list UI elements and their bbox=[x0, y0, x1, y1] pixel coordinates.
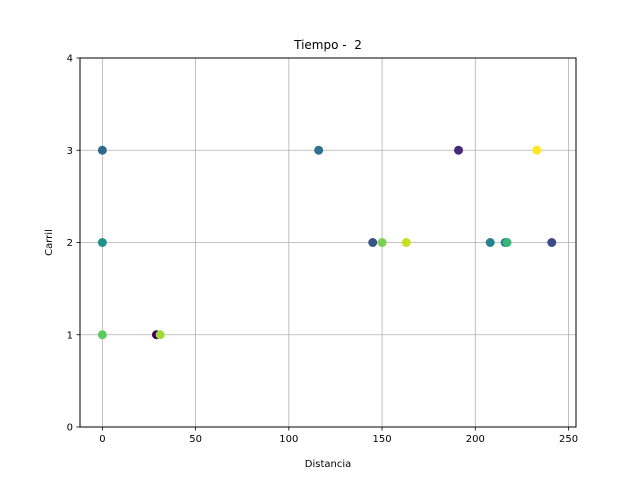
x-axis-label: Distancia bbox=[305, 459, 351, 470]
data-point bbox=[454, 145, 464, 155]
data-point bbox=[502, 238, 512, 247]
data-point bbox=[547, 238, 557, 247]
x-tick-label: 200 bbox=[466, 434, 485, 445]
x-tick-label: 250 bbox=[559, 434, 578, 445]
y-tick-label: 3 bbox=[67, 146, 73, 157]
chart-title: Tiempo - 2 bbox=[293, 38, 362, 52]
x-tick-label: 100 bbox=[279, 434, 298, 445]
data-point bbox=[314, 145, 324, 155]
data-point bbox=[97, 238, 107, 247]
data-point bbox=[377, 238, 387, 247]
y-tick-label: 2 bbox=[67, 238, 73, 249]
x-tick-label: 0 bbox=[99, 434, 105, 445]
data-point bbox=[485, 238, 495, 247]
y-tick-label: 0 bbox=[67, 423, 73, 434]
y-tick-label: 1 bbox=[67, 330, 73, 341]
axis-ticks: 0 50 100 150 200 250 0 1 2 3 4 bbox=[67, 54, 578, 446]
data-point bbox=[532, 145, 542, 155]
y-tick-label: 4 bbox=[67, 54, 73, 65]
data-points bbox=[97, 145, 557, 340]
x-tick-label: 50 bbox=[189, 434, 202, 445]
y-axis-label: Carril bbox=[44, 229, 55, 256]
data-point bbox=[401, 238, 411, 247]
data-point bbox=[97, 330, 107, 340]
data-point bbox=[368, 238, 378, 247]
data-point bbox=[155, 330, 165, 340]
x-tick-label: 150 bbox=[373, 434, 392, 445]
data-point bbox=[97, 145, 107, 155]
